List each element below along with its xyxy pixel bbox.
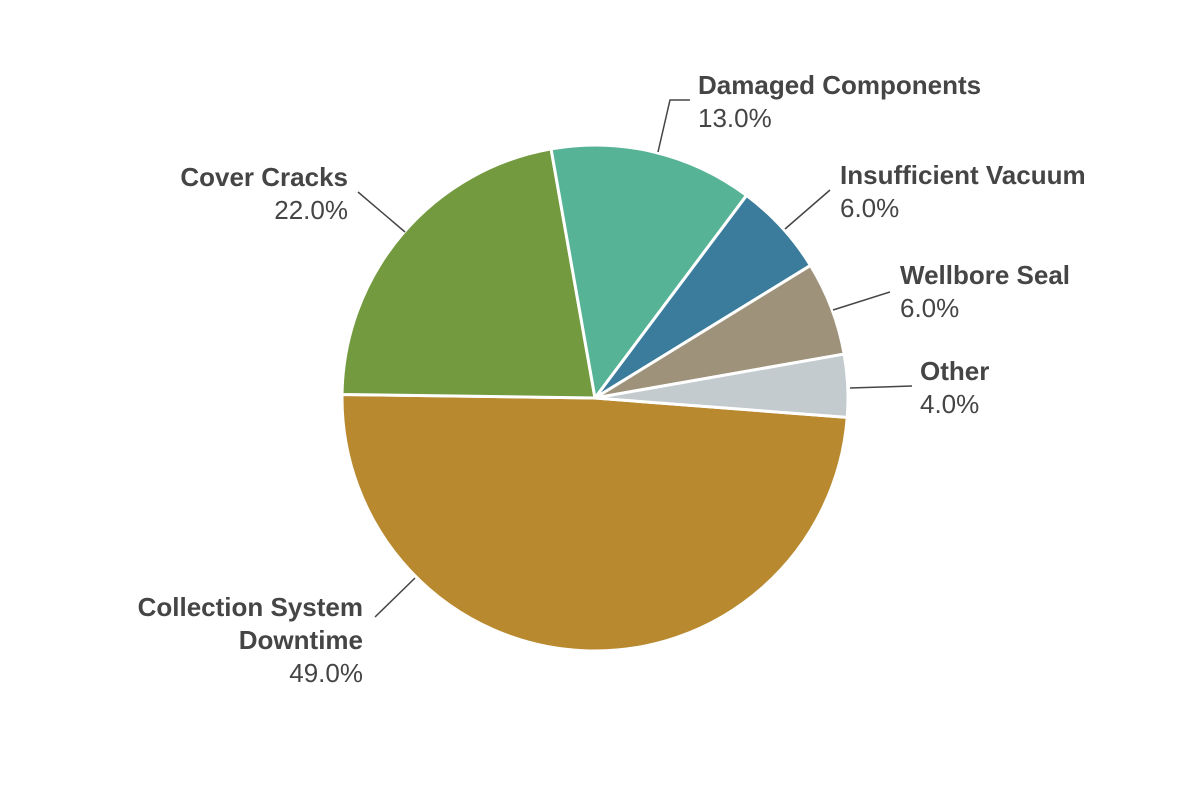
category-name: Wellbore Seal [900, 260, 1071, 290]
slice-label: Wellbore Seal 6.0% [900, 259, 1070, 325]
value-label: 22.0% [274, 195, 348, 225]
slice-label: Collection System Downtime 49.0% [73, 591, 363, 690]
pie-slice [340, 392, 849, 653]
leader-line [357, 191, 406, 233]
leader-line [849, 385, 913, 389]
pie-slice [340, 147, 597, 400]
slice-label: Cover Cracks 22.0% [180, 161, 348, 227]
slice-label: Insufficient Vacuum 6.0% [840, 159, 1086, 225]
category-name: Damaged Components [698, 70, 982, 100]
category-name: Other [920, 356, 990, 386]
value-label: 4.0% [920, 389, 980, 419]
value-label: 6.0% [840, 193, 900, 223]
pie-slice [593, 352, 850, 419]
leader-line [657, 99, 690, 153]
leader-line [832, 291, 891, 311]
category-name: Insufficient Vacuum [840, 160, 1086, 190]
value-label: 6.0% [900, 293, 960, 323]
category-name: Collection System Downtime [137, 592, 363, 655]
slice-label: Other 4.0% [920, 355, 989, 421]
leader-line [374, 577, 416, 618]
value-label: 13.0% [698, 103, 772, 133]
category-name: Cover Cracks [180, 162, 348, 192]
slice-label: Damaged Components 13.0% [698, 69, 981, 135]
pie-slice [549, 143, 749, 400]
value-label: 49.0% [289, 658, 363, 688]
leader-line [784, 189, 831, 230]
